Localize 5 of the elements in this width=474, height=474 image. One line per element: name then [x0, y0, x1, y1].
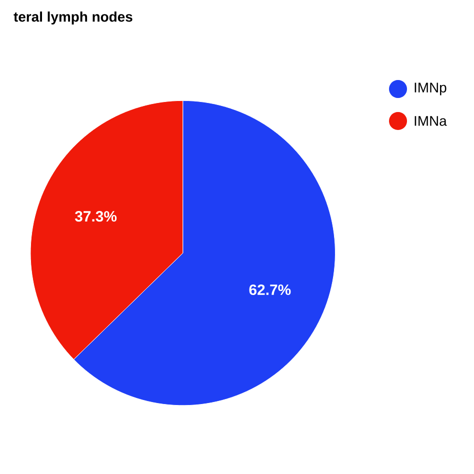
data-label: 62.7% — [249, 284, 291, 296]
data-label: 37.3% — [74, 211, 117, 222]
legend-label: IMNp — [414, 82, 446, 96]
legend-label: IMNa — [414, 116, 447, 126]
chart-title: teral lymph nodes — [14, 12, 132, 25]
